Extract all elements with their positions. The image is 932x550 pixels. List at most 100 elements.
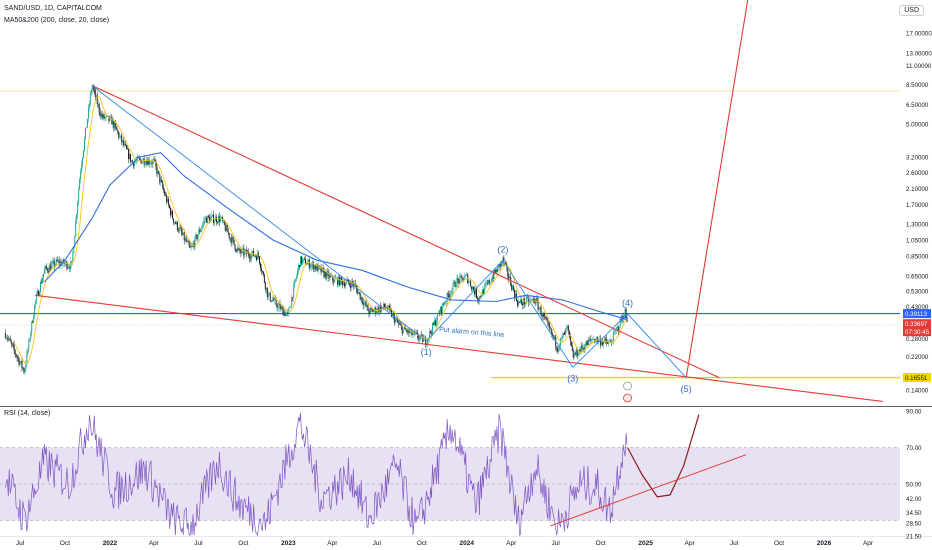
candle-body — [115, 123, 117, 127]
time-tick-label: Oct — [238, 540, 248, 547]
candle-body — [574, 353, 576, 355]
candle-body — [295, 279, 297, 281]
candle-body — [479, 296, 481, 298]
candle-body — [93, 88, 95, 90]
candle-body — [365, 301, 367, 307]
price-pane-bg — [0, 0, 932, 406]
candle-body — [483, 285, 485, 295]
elliott-wave-path — [91, 85, 687, 379]
candle-body — [500, 261, 502, 267]
candle-body — [105, 115, 107, 118]
rsi-projection-curve — [626, 414, 700, 498]
candle-body — [216, 222, 218, 223]
candle-body — [167, 198, 169, 203]
candle-body — [64, 263, 66, 265]
candle-body — [582, 348, 584, 349]
candle-body — [176, 221, 178, 230]
candle-body — [134, 161, 136, 162]
candle-body — [466, 274, 468, 275]
candle-body — [273, 298, 275, 301]
candle-body — [208, 215, 210, 218]
candle-body — [43, 269, 45, 274]
candle-body — [141, 161, 143, 164]
candle-body — [229, 237, 231, 239]
event-lightning-icon — [623, 381, 632, 391]
candle-body — [457, 278, 459, 280]
candle-body — [475, 289, 477, 295]
rsi-trendline — [550, 454, 746, 527]
candle-body — [586, 341, 588, 346]
candle-body — [252, 250, 254, 254]
candle-body — [580, 345, 582, 352]
candle-body — [379, 306, 381, 313]
candle-body — [462, 277, 464, 282]
candle-body — [61, 263, 63, 266]
candle-body — [478, 296, 480, 301]
candle-body — [91, 87, 93, 91]
candle-body — [444, 301, 446, 305]
candle-body — [387, 308, 389, 310]
candle-body — [270, 300, 272, 302]
candle-body — [480, 296, 482, 298]
candle-body — [161, 179, 163, 183]
candle-body — [553, 334, 555, 339]
candle-body — [127, 149, 129, 150]
candle-body — [470, 281, 472, 287]
candle-body — [71, 261, 73, 262]
price-tick-label: 2.60000 — [906, 170, 929, 177]
candle-body — [62, 259, 64, 264]
candle-body — [300, 256, 302, 268]
candle-body — [291, 297, 293, 307]
candle-body — [246, 249, 248, 254]
candle-body — [543, 313, 545, 317]
candle-body — [48, 265, 50, 272]
price-tick-label: 11.00000 — [906, 63, 932, 70]
candle-body — [327, 271, 329, 273]
candle-body — [207, 215, 209, 223]
candle-body — [602, 342, 604, 345]
candle-body — [200, 229, 202, 232]
candle-body — [497, 265, 499, 272]
candle-body — [143, 158, 145, 165]
candle-body — [537, 300, 539, 310]
candle-body — [338, 276, 340, 285]
price-tick-label: 6.50000 — [906, 102, 929, 109]
candle-body — [204, 220, 206, 221]
candle-body — [459, 275, 461, 284]
candle-body — [612, 332, 614, 343]
ma-indicator-title: MA50&200 (200, close, 20, close) — [4, 17, 110, 24]
candle-body — [377, 307, 379, 312]
candle-body — [144, 164, 146, 165]
candle-body — [206, 217, 208, 223]
candle-body — [361, 297, 363, 303]
candle-body — [205, 217, 207, 221]
candle-body — [230, 237, 232, 244]
candle-body — [66, 261, 68, 269]
price-tag-label: 0.16551 — [905, 375, 928, 382]
candle-body — [84, 128, 86, 139]
candle-body — [45, 266, 47, 269]
candle-body — [101, 114, 103, 118]
candle-body — [542, 313, 544, 317]
candle-body — [573, 353, 575, 358]
candle-body — [471, 286, 473, 290]
price-tag-2 — [903, 319, 931, 329]
candle-body — [306, 262, 308, 265]
candle-body — [281, 306, 283, 308]
candle-body — [171, 211, 173, 215]
currency-badge[interactable]: USD — [899, 5, 924, 16]
candle-body — [613, 331, 615, 333]
candle-body — [125, 143, 127, 146]
candle-body — [286, 312, 288, 314]
candle-body — [532, 298, 534, 300]
candle-body — [531, 298, 533, 300]
candle-body — [525, 297, 527, 303]
wave-label: (4) — [622, 298, 633, 308]
time-axis: Jul Oct 2022 Apr Jul Oct 2023 Apr Jul Oct 2024 Apr J… — [16, 540, 874, 547]
candle-body — [518, 301, 520, 306]
candle-body — [158, 170, 160, 174]
candle-body — [383, 303, 385, 308]
candle-body — [505, 263, 507, 265]
candle-body — [133, 161, 135, 166]
